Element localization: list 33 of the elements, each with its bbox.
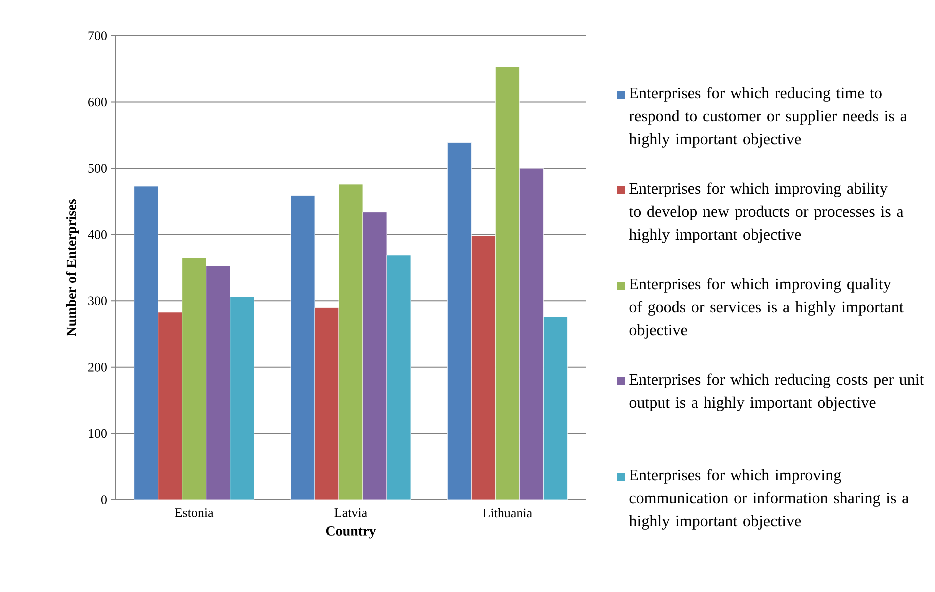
x-tick-label: Estonia [175,508,214,518]
y-tick-label: 200 [88,363,107,372]
bar [495,66,520,500]
bar [158,312,182,500]
y-tick-label: 700 [88,32,107,40]
bar [206,266,230,500]
y-tick-label: 400 [88,230,107,240]
y-axis-title: Number of Enterprises [66,200,80,337]
x-tick-label: Latvia [334,508,368,518]
y-tick-label: 600 [88,98,107,107]
x-tick-label: Lithuania [483,508,532,518]
x-axis-title: Country [326,526,376,539]
bar [447,142,472,500]
bar [362,212,388,500]
legend-label: Enterprises for which reducing costs per unit output is a highly important objective [630,374,924,412]
bar [182,258,206,500]
legend-label: Enterprises for which improving quality of goods or services is a highly important objective [630,278,904,339]
legend-label: Enterprises for which improving communication or information sharing is a highly important objective [629,469,909,530]
bar [519,168,544,500]
bar [290,196,316,500]
y-tick-label: 300 [88,296,107,306]
y-tick-label: 0 [101,496,107,504]
bar [386,255,412,500]
y-tick-label: 100 [89,429,107,438]
bar [471,236,496,500]
bar [230,297,254,500]
bar [134,186,158,500]
legend-label: Enterprises for which reducing time to respond to customer or supplier needs is a highly important objective [629,87,908,148]
legend-label: Enterprises for which improving ability to develop new products or processes is a highly important objective [629,182,904,244]
y-tick-label: 500 [88,164,107,173]
bar [338,184,364,500]
bar [314,308,340,500]
bar [543,316,568,500]
